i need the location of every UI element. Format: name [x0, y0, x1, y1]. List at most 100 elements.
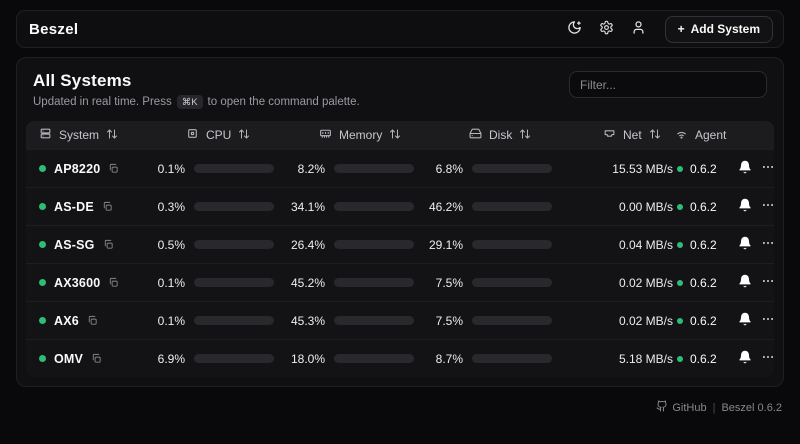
- system-cell[interactable]: AX6: [26, 314, 161, 328]
- system-cell[interactable]: AP8220: [26, 162, 161, 176]
- copy-icon[interactable]: [91, 353, 102, 364]
- column-header-agent[interactable]: Agent: [673, 127, 729, 143]
- agent-status-dot: [677, 241, 683, 248]
- system-cell[interactable]: AX3600: [26, 276, 161, 290]
- status-dot: [39, 279, 46, 286]
- system-row[interactable]: AS-SG 0.5% 26.4% 29.1% 0.04 MB/s 0.6.2: [26, 225, 774, 263]
- column-header-net[interactable]: Net: [579, 127, 673, 143]
- disk-cell: 7.5%: [436, 276, 579, 290]
- cpu-value: 0.1%: [157, 161, 185, 176]
- cpu-value: 6.9%: [157, 351, 185, 366]
- copy-icon[interactable]: [108, 277, 119, 288]
- cpu-cell: 0.1%: [158, 314, 301, 328]
- row-actions-button[interactable]: [761, 236, 774, 253]
- ellipsis-icon: [761, 236, 774, 253]
- bell-icon: [738, 198, 752, 215]
- memory-bar: [334, 278, 414, 287]
- row-actions-button[interactable]: [761, 198, 774, 215]
- column-label: Memory: [339, 128, 383, 142]
- disk-cell: 6.8%: [436, 162, 579, 176]
- disk-bar: [472, 278, 552, 287]
- net-value: 0.00 MB/s: [618, 199, 673, 214]
- cpu-icon: [186, 127, 199, 143]
- alerts-bell-button[interactable]: [729, 350, 761, 367]
- bell-icon: [738, 236, 752, 253]
- row-actions-button[interactable]: [761, 160, 774, 177]
- footer-divider: |: [712, 401, 716, 414]
- theme-toggle-button[interactable]: [561, 15, 589, 43]
- agent-cell: 0.6.2: [673, 314, 729, 328]
- wifi-icon: [675, 127, 688, 143]
- ellipsis-icon: [761, 198, 774, 215]
- row-actions-button[interactable]: [761, 350, 774, 367]
- disk-bar: [472, 202, 552, 211]
- system-name: AP8220: [54, 161, 101, 176]
- disk-cell: 8.7%: [436, 352, 579, 366]
- alerts-bell-button[interactable]: [729, 274, 761, 291]
- system-cell[interactable]: OMV: [26, 352, 161, 366]
- row-actions-button[interactable]: [761, 312, 774, 329]
- column-header-cpu[interactable]: CPU: [161, 127, 301, 143]
- agent-version: 0.6.2: [690, 237, 717, 252]
- system-name: AS-DE: [54, 199, 94, 214]
- table-header: System CPU Memory Disk Net: [26, 121, 774, 149]
- system-row[interactable]: AX6 0.1% 45.3% 7.5% 0.02 MB/s 0.6.2: [26, 301, 774, 339]
- column-header-memory[interactable]: Memory: [301, 127, 441, 143]
- server-icon: [39, 127, 52, 143]
- agent-version: 0.6.2: [690, 351, 717, 366]
- memory-value: 8.2%: [297, 161, 325, 176]
- settings-button[interactable]: [593, 15, 621, 43]
- disk-cell: 46.2%: [429, 200, 579, 214]
- alerts-bell-button[interactable]: [729, 198, 761, 215]
- column-header-system[interactable]: System: [26, 127, 161, 143]
- memory-icon: [319, 127, 332, 143]
- system-name: OMV: [54, 351, 84, 366]
- agent-status-dot: [677, 165, 683, 172]
- alerts-bell-button[interactable]: [729, 160, 761, 177]
- cpu-cell: 0.1%: [157, 161, 301, 176]
- plus-icon: +: [677, 22, 685, 36]
- copy-icon[interactable]: [103, 239, 114, 250]
- system-row[interactable]: AP8220 0.1% 8.2% 6.8% 15.53 MB/s 0.6.2: [26, 149, 774, 187]
- app-logo[interactable]: Beszel: [29, 20, 79, 38]
- copy-icon[interactable]: [108, 163, 119, 174]
- memory-value: 18.0%: [290, 351, 325, 366]
- agent-version: 0.6.2: [690, 161, 717, 176]
- system-row[interactable]: OMV 6.9% 18.0% 8.7% 5.18 MB/s 0.6.2: [26, 339, 774, 377]
- cpu-cell: 6.9%: [157, 351, 301, 366]
- copy-icon[interactable]: [102, 201, 113, 212]
- page-footer: GitHub | Beszel 0.6.2: [18, 400, 782, 415]
- system-row[interactable]: AX3600 0.1% 45.2% 7.5% 0.02 MB/s 0.6.2: [26, 263, 774, 301]
- memory-cell: 18.0%: [291, 352, 441, 366]
- moon-star-icon: [567, 20, 582, 38]
- github-link[interactable]: GitHub: [656, 400, 707, 415]
- cpu-bar: [194, 278, 274, 287]
- copy-icon[interactable]: [87, 315, 98, 326]
- add-system-button[interactable]: + Add System: [664, 15, 773, 43]
- disk-value: 7.5%: [435, 275, 463, 290]
- cpu-bar: [194, 202, 274, 211]
- alerts-bell-button[interactable]: [729, 236, 761, 253]
- system-row[interactable]: AS-DE 0.3% 34.1% 46.2% 0.00 MB/s 0.6.2: [26, 187, 774, 225]
- disk-value: 29.1%: [428, 237, 463, 252]
- ellipsis-icon: [761, 160, 774, 177]
- row-actions-button[interactable]: [761, 274, 774, 291]
- subtitle-suffix: to open the command palette.: [207, 96, 360, 108]
- system-cell[interactable]: AS-DE: [26, 200, 161, 214]
- top-navbar: Beszel + Add System: [16, 10, 784, 48]
- agent-version: 0.6.2: [690, 313, 717, 328]
- memory-bar: [334, 164, 414, 173]
- agent-status-dot: [677, 203, 683, 210]
- system-cell[interactable]: AS-SG: [26, 238, 161, 252]
- cpu-bar: [194, 164, 274, 173]
- sort-arrows-icon: [649, 128, 661, 143]
- alerts-bell-button[interactable]: [729, 312, 761, 329]
- disk-value: 6.8%: [435, 161, 463, 176]
- memory-bar: [334, 202, 414, 211]
- agent-status-dot: [677, 317, 683, 324]
- system-name: AS-SG: [54, 237, 95, 252]
- user-menu-button[interactable]: [625, 15, 653, 43]
- column-header-disk[interactable]: Disk: [441, 127, 579, 143]
- sort-arrows-icon: [238, 128, 250, 143]
- filter-input[interactable]: [569, 71, 767, 98]
